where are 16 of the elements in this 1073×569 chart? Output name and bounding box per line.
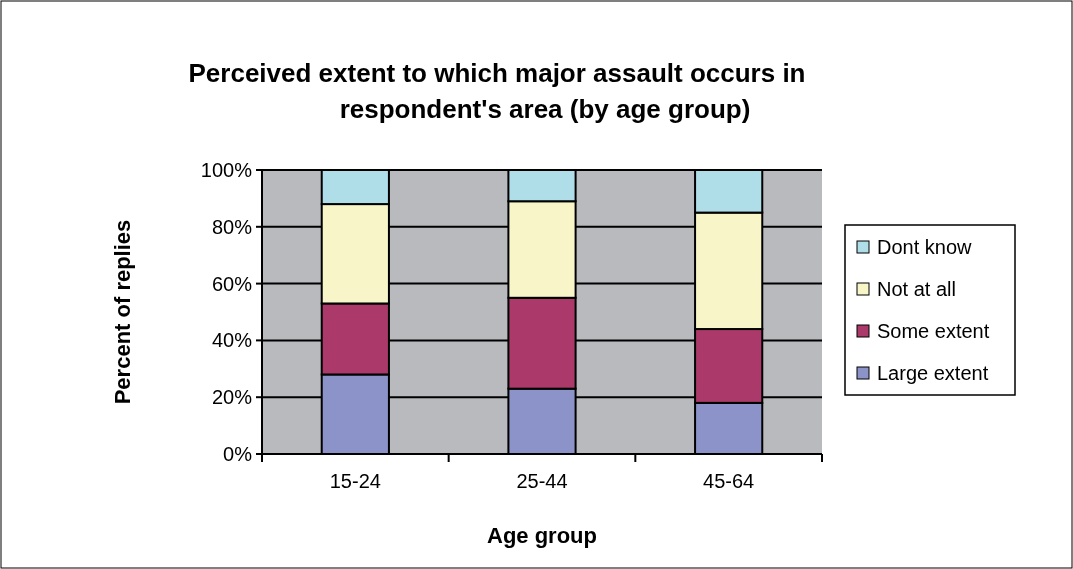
legend-label: Some extent	[877, 320, 990, 342]
x-axis-title: Age group	[487, 523, 597, 548]
x-tick-label: 15-24	[329, 470, 381, 492]
y-tick-label: 80%	[211, 215, 253, 238]
y-tick-label: 20%	[211, 386, 253, 409]
legend-label: Dont know	[877, 236, 973, 258]
x-tick-label: 45-64	[703, 470, 755, 492]
y-tick-label: 100%	[200, 159, 253, 181]
y-axis-title: Percent of replies	[110, 219, 135, 405]
y-tick-label: 60%	[211, 272, 253, 295]
legend-label: Not at all	[877, 278, 956, 300]
y-tick-label: 40%	[211, 329, 253, 352]
x-tick-label: 25-44	[516, 470, 568, 492]
legend-label: Large extent	[877, 362, 989, 384]
chart-title: Perceived extent to which major assault occurs in respondent's area (by age group)	[188, 58, 806, 124]
y-tick-label: 0%	[223, 443, 253, 465]
